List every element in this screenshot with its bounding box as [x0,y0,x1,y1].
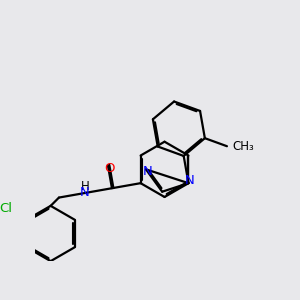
Text: H: H [80,180,89,193]
Text: Cl: Cl [0,202,13,215]
Text: CH₃: CH₃ [232,140,254,153]
Text: N: N [80,186,90,199]
Text: O: O [104,163,115,176]
Text: N: N [142,165,152,178]
Text: N: N [185,175,195,188]
